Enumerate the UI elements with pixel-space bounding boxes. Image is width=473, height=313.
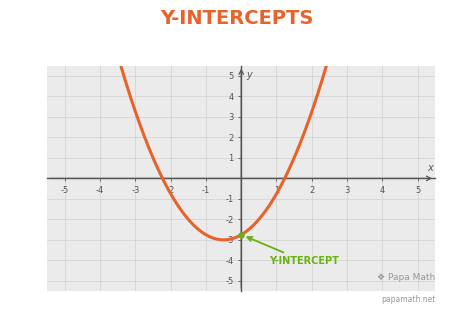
Text: y: y (246, 70, 252, 80)
Text: ❖ Papa Math: ❖ Papa Math (377, 273, 435, 282)
Text: Y-INTERCEPTS: Y-INTERCEPTS (160, 9, 313, 28)
Text: Y-INTERCEPT: Y-INTERCEPT (247, 237, 339, 266)
Text: papamath.net: papamath.net (381, 295, 435, 304)
Text: x: x (428, 163, 433, 173)
